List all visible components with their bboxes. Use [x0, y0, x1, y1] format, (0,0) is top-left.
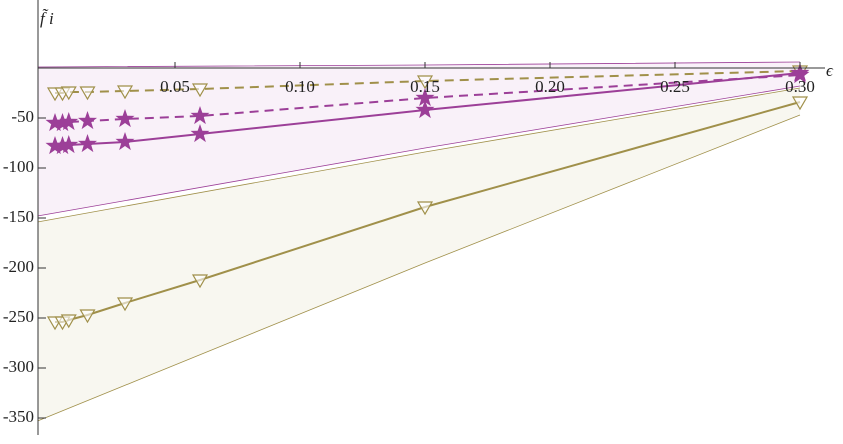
x-tick-label: 0.15	[410, 77, 440, 96]
star-marker	[190, 106, 210, 125]
y-tick-label: -100	[3, 157, 34, 176]
y-tick-label: -50	[11, 107, 34, 126]
star-marker	[59, 135, 79, 154]
band-area	[37, 88, 800, 421]
y-tick-label: -250	[3, 307, 34, 326]
star-marker	[77, 111, 98, 130]
star-marker	[77, 134, 98, 153]
star-marker	[45, 113, 65, 132]
triangle-marker	[116, 297, 134, 312]
star-marker	[52, 113, 73, 132]
star-marker	[415, 88, 435, 107]
triangle-marker	[191, 83, 209, 98]
star-marker	[45, 136, 65, 155]
triangle-marker	[79, 309, 96, 324]
x-axis-label: ϵ	[826, 61, 834, 80]
y-tick-label: -350	[3, 407, 34, 426]
triangle-marker	[60, 314, 77, 329]
triangle-marker	[79, 86, 96, 101]
triangle-marker	[791, 96, 809, 111]
triangle-marker	[116, 85, 134, 100]
y-axis-label: f̃ i	[40, 9, 54, 28]
band-area	[37, 62, 800, 216]
star-marker	[115, 132, 135, 151]
star-marker	[115, 109, 135, 128]
x-tick-label: 0.30	[785, 77, 815, 96]
x-tick-label: 0.10	[285, 77, 315, 96]
star-marker	[415, 100, 435, 119]
triangle-marker	[416, 201, 434, 216]
star-marker	[790, 63, 810, 82]
y-tick-label: -200	[3, 257, 34, 276]
x-tick-label: 0.20	[535, 77, 565, 96]
triangle-marker	[60, 86, 77, 101]
y-tick-label: -300	[3, 357, 34, 376]
band-edge	[37, 85, 801, 217]
x-tick-label: 0.05	[160, 77, 190, 96]
y-tick-label: -150	[3, 207, 34, 226]
band-edge	[37, 114, 801, 422]
triangle-marker	[191, 274, 209, 289]
star-marker	[190, 124, 210, 143]
band-edge	[37, 87, 801, 223]
x-tick-label: 0.25	[660, 77, 690, 96]
star-marker	[59, 112, 79, 131]
triangle-marker	[416, 75, 434, 90]
star-marker	[52, 136, 73, 155]
